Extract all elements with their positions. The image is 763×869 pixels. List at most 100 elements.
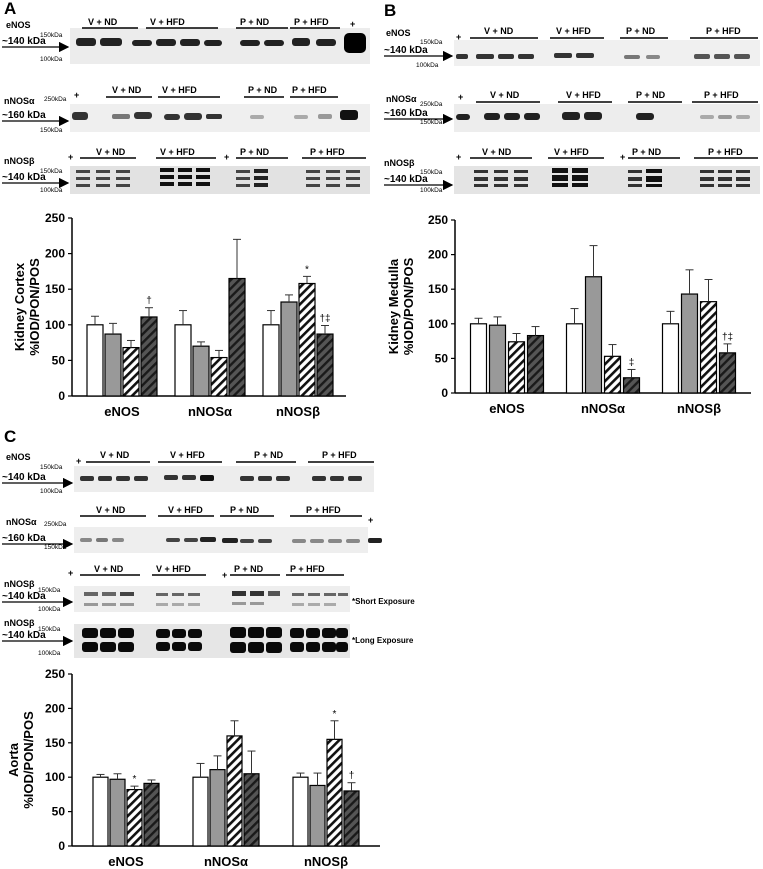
bar — [526, 334, 545, 394]
group-label: P + HFD — [294, 17, 329, 27]
mw-label: 100kDa — [40, 187, 63, 194]
y-tick-label: 0 — [441, 386, 448, 400]
group-label: V + ND — [484, 26, 514, 36]
blot-label-nnos-beta: nNOSβ — [4, 156, 35, 166]
y-tick-label: 50 — [52, 353, 66, 367]
panel-letter-a: A — [4, 0, 16, 18]
bar — [122, 346, 140, 397]
mw-label: 100kDa — [40, 488, 63, 495]
significance-mark: * — [305, 264, 309, 275]
mw-label: 250kDa — [420, 101, 443, 108]
group-label: P + HFD — [706, 26, 741, 36]
group-label: V + HFD — [554, 147, 589, 157]
group-label: P + ND — [240, 17, 270, 27]
y-axis-label: Aorta%IOD/PON/POS — [6, 711, 36, 809]
panel-letter-c: C — [4, 427, 16, 446]
plus-label: + — [368, 515, 373, 525]
mw-label: 150kDa — [420, 119, 443, 126]
bar — [680, 293, 699, 394]
significance-mark: * — [133, 774, 137, 785]
plus-label: + — [456, 32, 461, 42]
group-label: P + HFD — [292, 85, 327, 95]
y-axis-label: Kidney Medulla%IOD/PON/POS — [386, 257, 416, 355]
significance-mark: * — [333, 709, 337, 720]
group-label: P + ND — [636, 90, 666, 100]
group-label: P + ND — [254, 450, 284, 460]
y-tick-label: 150 — [428, 282, 448, 296]
kda-label: ~160 kDa — [2, 533, 46, 544]
group-label: V + ND — [96, 505, 126, 515]
group-label: P + ND — [632, 147, 662, 157]
kda-label: ~140 kDa — [2, 472, 46, 483]
bar — [699, 301, 718, 394]
bar — [584, 276, 603, 394]
group-label: V + HFD — [150, 17, 185, 27]
category-label: nNOSα — [204, 854, 248, 869]
group-label: P + ND — [240, 147, 270, 157]
significance-mark: ‡ — [629, 357, 635, 368]
plus-label: + — [620, 152, 625, 162]
group-label: V + ND — [100, 450, 130, 460]
y-tick-label: 250 — [428, 213, 448, 227]
bar — [109, 778, 126, 847]
bar — [507, 341, 526, 394]
y-tick-label: 0 — [58, 389, 65, 403]
group-label: P + HFD — [306, 505, 341, 515]
group-label: P + HFD — [322, 450, 357, 460]
category-label: nNOSβ — [276, 404, 320, 419]
significance-mark: † — [146, 296, 152, 307]
chart-kidney-medulla: 0 50 100 150 200 250 Kidney Medulla%IOD/PON/PO… — [386, 213, 751, 416]
bar — [488, 324, 507, 394]
group-label: V + ND — [94, 564, 124, 574]
blot-label-nnos-alpha: nNOSα — [386, 94, 417, 104]
category-label: nNOSβ — [677, 401, 721, 416]
mw-label: 100kDa — [38, 650, 61, 657]
bar — [86, 324, 104, 397]
mw-label: 250kDa — [44, 521, 67, 528]
plus-label: + — [222, 570, 227, 580]
bar — [243, 773, 260, 847]
y-tick-label: 200 — [45, 701, 65, 715]
mw-label: 150kDa — [40, 127, 63, 134]
group-label: V + HFD — [156, 564, 191, 574]
bar — [316, 333, 334, 397]
plus-label: + — [224, 152, 229, 162]
blot-label-nnos-alpha: nNOSα — [6, 517, 37, 527]
group-label: V + HFD — [162, 85, 197, 95]
kda-label: ~160 kDa — [384, 108, 428, 119]
panel-b-blots: + eNOS 150kDa ~140 kDa 100kDa V + ND V +… — [384, 26, 760, 194]
category-label: nNOSα — [188, 404, 232, 419]
mw-label: 100kDa — [416, 62, 439, 69]
plus-label: + — [76, 456, 81, 466]
bar — [661, 323, 680, 394]
y-tick-label: 200 — [45, 247, 65, 261]
y-tick-label: 250 — [45, 667, 65, 681]
mw-label: 100kDa — [420, 187, 443, 194]
y-tick-label: 50 — [435, 351, 449, 365]
group-label: V + HFD — [566, 90, 601, 100]
group-label: P + ND — [230, 505, 260, 515]
bar — [143, 782, 160, 847]
mw-label: 150kDa — [40, 464, 63, 471]
significance-mark: † — [349, 771, 355, 782]
y-tick-label: 150 — [45, 736, 65, 750]
chart-kidney-cortex: 0 50 100 150 200 250 Kidney Cortex%IOD/PON/POS… — [12, 211, 346, 419]
chart-aorta: 0 50 100 150 200 250 Aorta%IOD/PON/POS * eNOS nNO… — [6, 667, 380, 869]
bar — [326, 738, 343, 847]
mw-label: 150kDa — [40, 32, 63, 39]
group-label: V + HFD — [170, 450, 205, 460]
blot-label-enos: eNOS — [6, 20, 31, 30]
bar — [174, 324, 192, 397]
mw-label: 100kDa — [40, 56, 63, 63]
significance-mark: †‡ — [319, 314, 330, 325]
group-label: V + HFD — [160, 147, 195, 157]
bar — [104, 333, 122, 397]
blot-label-enos: eNOS — [386, 28, 411, 38]
category-label: eNOS — [104, 404, 140, 419]
group-label: V + ND — [96, 147, 126, 157]
group-label: P + ND — [248, 85, 278, 95]
mw-label: 250kDa — [44, 96, 67, 103]
mw-label: 150kDa — [38, 626, 61, 633]
bar — [622, 377, 641, 394]
